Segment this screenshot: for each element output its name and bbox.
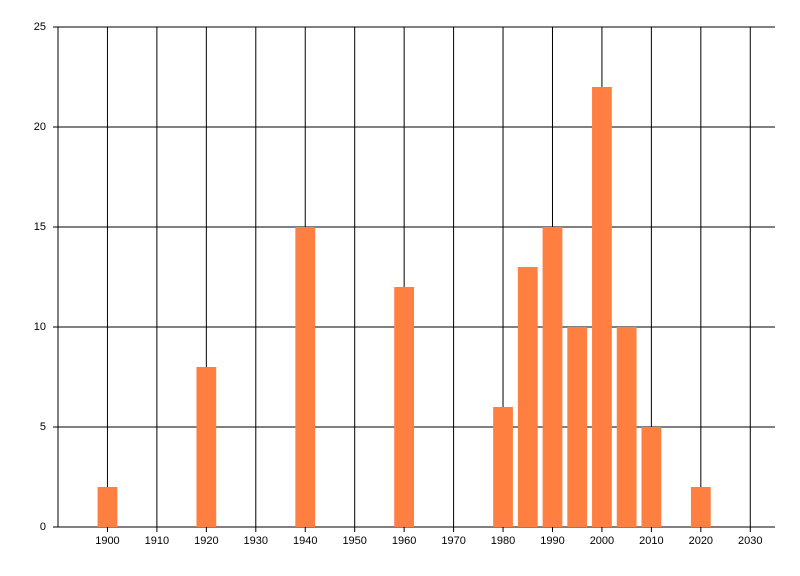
- y-tick-label: 25: [34, 21, 46, 33]
- x-tick-label: 1950: [342, 535, 366, 547]
- y-tick-label: 20: [34, 121, 46, 133]
- x-tick-label: 1990: [540, 535, 564, 547]
- y-tick-label: 10: [34, 321, 46, 333]
- y-tick-label: 15: [34, 221, 46, 233]
- bar: [567, 327, 588, 527]
- bar: [592, 87, 612, 527]
- bar: [196, 367, 217, 527]
- y-tick-label: 5: [40, 421, 46, 433]
- bar: [97, 487, 118, 527]
- bar: [295, 227, 316, 527]
- x-tick-label: 1940: [293, 535, 317, 547]
- x-tick-label: 2020: [689, 535, 713, 547]
- x-tick-label: 1920: [194, 535, 218, 547]
- x-tick-label: 1930: [244, 535, 268, 547]
- bar: [493, 407, 513, 527]
- x-tick-label: 1980: [491, 535, 515, 547]
- x-tick-label: 1900: [95, 535, 119, 547]
- x-tick-label: 1960: [392, 535, 416, 547]
- y-tick-label: 0: [40, 521, 46, 533]
- bar: [616, 327, 637, 527]
- x-tick-label: 1970: [441, 535, 465, 547]
- bar: [542, 227, 563, 527]
- x-tick-label: 2000: [590, 535, 614, 547]
- x-tick-label: 2030: [738, 535, 762, 547]
- x-tick-label: 2010: [639, 535, 663, 547]
- bar: [394, 287, 415, 527]
- bar: [690, 487, 711, 527]
- x-tick-label: 1910: [145, 535, 169, 547]
- bar: [641, 427, 662, 527]
- bar: [517, 267, 538, 527]
